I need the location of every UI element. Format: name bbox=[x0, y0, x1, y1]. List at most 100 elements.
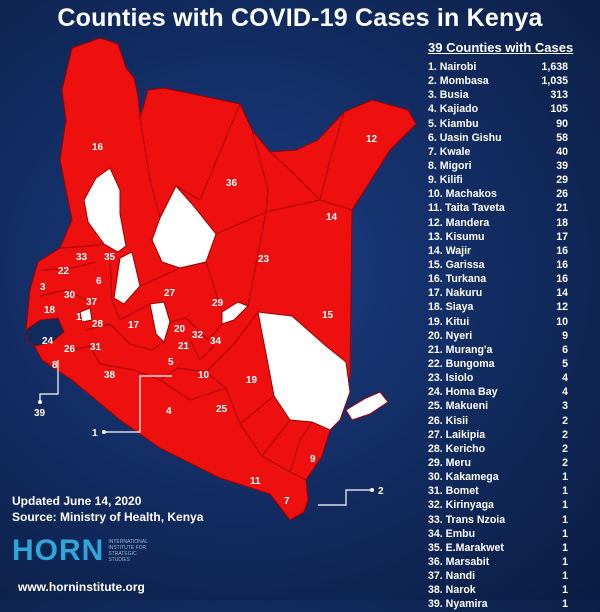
page-title: Counties with COVID-19 Cases in Kenya bbox=[57, 4, 543, 32]
county-cases: 21 bbox=[556, 202, 568, 215]
county-name: 38. Narok bbox=[428, 584, 476, 597]
county-cases: 29 bbox=[556, 174, 568, 187]
list-item: 8. Migori 39 bbox=[428, 159, 568, 173]
list-item: 7. Kwale 40 bbox=[428, 145, 568, 159]
county-label-30: 30 bbox=[64, 290, 76, 301]
county-cases: 1 bbox=[562, 471, 568, 484]
list-item: 13. Kisumu 17 bbox=[428, 230, 568, 244]
list-item: 39. Nyamira 1 bbox=[428, 597, 568, 611]
county-name: 36. Marsabit bbox=[428, 555, 490, 568]
county-cases: 5 bbox=[562, 357, 568, 370]
county-name: 4. Kajiado bbox=[428, 103, 479, 116]
county-name: 12. Mandera bbox=[428, 216, 490, 229]
county-cases: 3 bbox=[562, 400, 568, 413]
logo-subtext: INTERNATIONAL INSTITUTE FOR STRATEGIC ST… bbox=[108, 539, 148, 563]
unaffected-west-pokot bbox=[83, 167, 127, 253]
county-cases: 10 bbox=[556, 315, 568, 328]
list-item: 33. Trans Nzoia 1 bbox=[428, 513, 568, 527]
county-label-32: 32 bbox=[192, 330, 204, 341]
county-name: 33. Trans Nzoia bbox=[428, 513, 506, 526]
county-cases: 1 bbox=[562, 584, 568, 597]
county-name: 31. Bomet bbox=[428, 485, 479, 498]
county-name: 20. Nyeri bbox=[428, 329, 473, 342]
county-cases: 39 bbox=[556, 159, 568, 172]
county-cases: 6 bbox=[562, 343, 568, 356]
list-item: 20. Nyeri 9 bbox=[428, 329, 568, 343]
list-item: 5. Kiambu 90 bbox=[428, 117, 568, 131]
logo-wordmark: HORN bbox=[12, 534, 105, 567]
county-cases: 1 bbox=[562, 513, 568, 526]
list-item: 6. Uasin Gishu 58 bbox=[428, 131, 568, 145]
county-name: 22. Bungoma bbox=[428, 357, 495, 370]
county-label-13: 13 bbox=[76, 312, 88, 323]
county-name: 30. Kakamega bbox=[428, 471, 499, 484]
county-name: 27. Laikipia bbox=[428, 428, 486, 441]
list-item: 12. Mandera 18 bbox=[428, 216, 568, 230]
callout-dot-1 bbox=[102, 430, 106, 434]
county-cases: 58 bbox=[556, 131, 568, 144]
county-name: 9. Kilifi bbox=[428, 174, 463, 187]
source-text: Source: Ministry of Health, Kenya bbox=[12, 510, 204, 524]
unaffected-vihiga bbox=[79, 307, 93, 323]
county-label-19: 19 bbox=[246, 375, 258, 386]
county-label-10: 10 bbox=[198, 370, 210, 381]
list-item: 36. Marsabit 1 bbox=[428, 555, 568, 569]
list-item: 24. Homa Bay 4 bbox=[428, 385, 568, 399]
county-label-24: 24 bbox=[42, 336, 54, 347]
county-label-31: 31 bbox=[90, 342, 102, 353]
county-name: 2. Mombasa bbox=[428, 75, 489, 88]
county-name: 37. Nandi bbox=[428, 570, 476, 583]
county-label-8: 8 bbox=[52, 360, 58, 371]
list-item: 3. Busia 313 bbox=[428, 88, 568, 102]
county-cases: 12 bbox=[556, 301, 568, 314]
county-cases: 2 bbox=[562, 414, 568, 427]
list-item: 22. Bungoma 5 bbox=[428, 357, 568, 371]
list-item: 1. Nairobi 1,638 bbox=[428, 60, 568, 74]
county-label-15: 15 bbox=[322, 310, 334, 321]
county-cases: 18 bbox=[556, 216, 568, 229]
list-item: 18. Siaya 12 bbox=[428, 300, 568, 314]
county-label-9: 9 bbox=[310, 454, 316, 465]
county-label-22: 22 bbox=[58, 266, 70, 277]
county-cases: 2 bbox=[562, 442, 568, 455]
county-list-title: 39 Counties with Cases bbox=[428, 40, 574, 55]
county-label-25: 25 bbox=[216, 404, 228, 415]
list-item: 17. Nakuru 14 bbox=[428, 286, 568, 300]
list-item: 30. Kakamega 1 bbox=[428, 470, 568, 484]
list-item: 29. Meru 2 bbox=[428, 456, 568, 470]
unaffected-tharaka-nithi bbox=[221, 301, 249, 325]
county-name: 35. E.Marakwet bbox=[428, 541, 504, 554]
county-label-14: 14 bbox=[326, 212, 338, 223]
county-label-29: 29 bbox=[212, 298, 224, 309]
county-name: 10. Machakos bbox=[428, 188, 497, 201]
list-item: 31. Bomet 1 bbox=[428, 484, 568, 498]
updated-date: Updated June 14, 2020 bbox=[12, 494, 142, 508]
county-name: 5. Kiambu bbox=[428, 117, 479, 130]
county-name: 18. Siaya bbox=[428, 301, 474, 314]
county-label-37: 37 bbox=[86, 297, 98, 308]
county-name: 39. Nyamira bbox=[428, 598, 488, 611]
county-cases: 2 bbox=[562, 428, 568, 441]
unaffected-lamu bbox=[345, 391, 389, 421]
county-name: 19. Kitui bbox=[428, 315, 470, 328]
county-name: 23. Isiolo bbox=[428, 372, 474, 385]
county-cases: 105 bbox=[550, 103, 568, 116]
list-item: 15. Garissa 16 bbox=[428, 258, 568, 272]
county-name: 8. Migori bbox=[428, 159, 472, 172]
county-name: 28. Kericho bbox=[428, 442, 486, 455]
county-label-20: 20 bbox=[174, 324, 186, 335]
county-name: 21. Murang'a bbox=[428, 343, 493, 356]
kenya-map: 16 36 12 14 23 15 33 35 22 3 30 37 6 18 … bbox=[25, 37, 417, 521]
county-cases: 4 bbox=[562, 386, 568, 399]
county-cases: 26 bbox=[556, 188, 568, 201]
county-label-6: 6 bbox=[96, 276, 102, 287]
list-item: 35. E.Marakwet 1 bbox=[428, 541, 568, 555]
callout-dot-2 bbox=[370, 488, 374, 492]
county-cases: 9 bbox=[562, 329, 568, 342]
list-item: 14. Wajir 16 bbox=[428, 244, 568, 258]
county-label-38: 38 bbox=[104, 370, 116, 381]
county-label-26: 26 bbox=[64, 344, 76, 355]
website-link[interactable]: www.horninstitute.org bbox=[18, 580, 145, 594]
county-borders bbox=[39, 103, 353, 481]
county-label-7: 7 bbox=[284, 496, 290, 507]
